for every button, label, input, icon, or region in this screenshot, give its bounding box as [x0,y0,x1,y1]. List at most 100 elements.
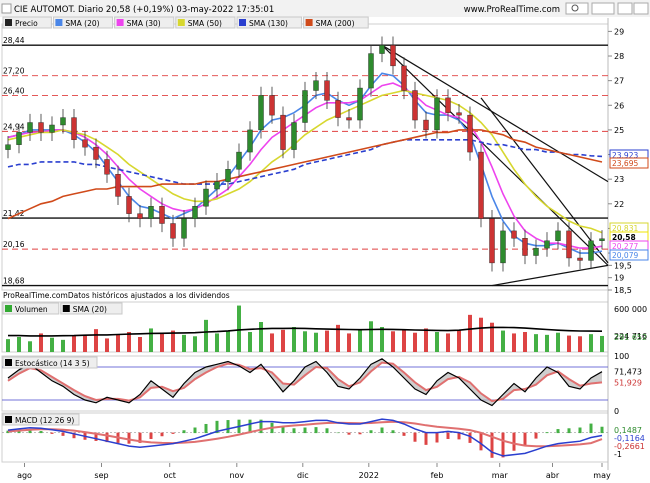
trendline [381,44,609,183]
volume-legend-label: Volumen [15,305,48,314]
price-axis-label: 23 [614,175,624,184]
time-axis-label: dic [297,471,309,480]
volume-bar [50,337,54,352]
volume-bar [182,334,186,352]
price-axis-label: 22 [614,200,624,209]
price-axis-label: 26 [614,101,624,110]
candle-body [236,151,242,170]
macd-histogram-bar [589,423,593,434]
candle-body [324,80,330,101]
level-label: 26,40 [3,86,25,95]
price-axis-label: 25 [614,126,624,135]
legend-swatch [5,305,12,312]
candle-body [203,188,209,207]
candle-body [511,230,517,239]
macd-histogram-bar [182,430,186,434]
candle-body [588,240,594,261]
legend-item[interactable] [303,16,369,29]
macd-histogram-bar [501,432,505,458]
sma-line-3 [7,89,603,234]
macd-histogram-bar [226,420,230,434]
macd-signal-line [7,420,603,448]
legend-item[interactable] [52,16,114,29]
value-flag-label: 20,831 [612,224,638,233]
macd-histogram-bar [281,426,285,434]
legend-label: SMA (30) [127,19,161,28]
candle-body [181,218,187,239]
legend-item[interactable] [2,16,52,29]
macd-histogram-bar [457,432,461,440]
candle-body [49,124,55,133]
macd-histogram-bar [248,419,252,434]
value-flag-label: 20,079 [612,251,638,260]
stochastic-legend[interactable] [2,356,98,369]
volume-bar [435,332,439,352]
volume-bar [424,328,428,352]
candle-body [170,223,176,239]
macd-histogram-bar [567,428,571,434]
macd-histogram-bar [292,428,296,434]
legend-item[interactable] [236,16,303,29]
macd-histogram-bar [424,432,428,445]
macd-histogram-bar [105,432,109,443]
minimize-icon[interactable] [617,2,633,15]
value-flag [609,249,649,261]
volume-legend-item[interactable] [2,302,60,315]
volume-bar [413,332,417,352]
volume-bar [138,337,142,352]
value-flag-label: 23,695 [612,159,638,168]
volume-bar [270,333,274,352]
macd-axis-label: -1 [614,450,622,459]
collapse-icon[interactable] [1,3,12,14]
legend-item[interactable] [175,16,236,29]
volume-bar [380,327,384,352]
candle-body [148,206,154,219]
candle-body [269,95,275,116]
time-axis-label: sep [94,471,108,480]
settings-icon[interactable] [591,2,615,15]
volume-bar [523,332,527,352]
volume-bar [567,335,571,352]
macd-legend[interactable] [2,413,80,426]
macd-line [7,418,603,457]
time-axis-label: abr [546,471,560,480]
volume-bar [259,322,263,352]
volume-bar [402,329,406,352]
level-label: 27,20 [3,67,25,76]
candle-body [71,117,77,140]
volume-bar [292,327,296,352]
stochastic-axis-label: 0 [614,407,619,416]
legend-label: SMA (200) [316,19,355,28]
legend-item[interactable] [114,16,175,29]
candle-body [566,230,572,259]
macd-legend-label: MACD (12 26 9) [15,416,74,425]
volume-bar [336,324,340,352]
volume-bar [237,305,241,352]
trendline [491,264,609,287]
legend-label: SMA (50) [188,19,222,28]
macd-histogram-bar [314,427,318,434]
macd-histogram-bar [6,430,10,434]
volume-bar [589,334,593,352]
volume-bar [116,334,120,352]
price-axis-label: 18,5 [614,286,632,295]
volume-bar [61,339,65,352]
macd-histogram-bar [61,432,65,436]
close-icon[interactable] [633,2,649,15]
stochastic-axis-label: 51,929 [614,378,642,387]
search-icon[interactable] [565,2,589,15]
value-flag [609,157,649,169]
candle-body [500,230,506,264]
candle-body [16,132,22,145]
volume-bar [193,336,197,352]
volume-legend-item[interactable] [60,302,123,315]
volume-bar [83,334,87,352]
candle-body [346,117,352,121]
macd-histogram-bar [303,427,307,434]
candle-body [137,213,143,219]
level-label: 24,94 [3,122,25,131]
candle-body [38,122,44,133]
volume-bar [468,314,472,352]
price-panel [1,23,609,291]
